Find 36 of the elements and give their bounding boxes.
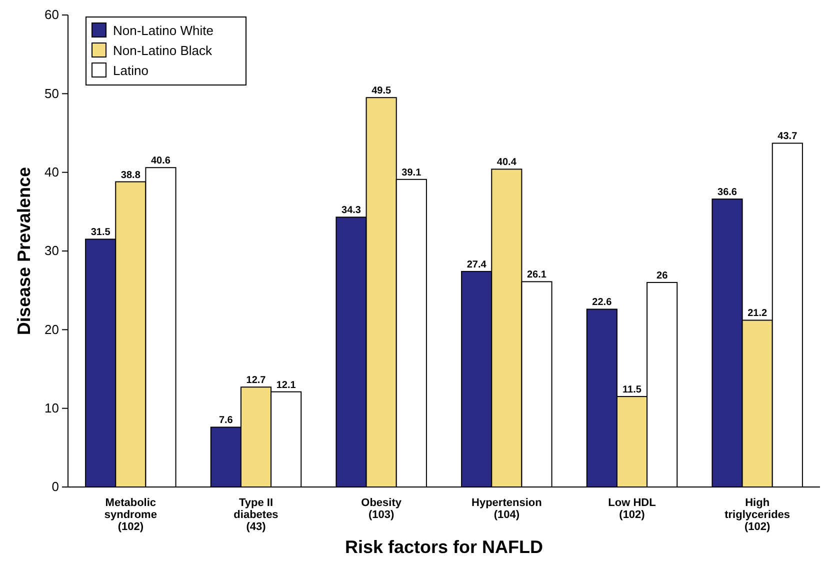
x-tick-label: High triglycerides (102) [724, 497, 790, 533]
data-label: 12.7 [246, 375, 266, 386]
data-label: 49.5 [372, 86, 392, 97]
data-label: 12.1 [276, 380, 296, 391]
data-label: 36.6 [718, 187, 738, 198]
y-tick-label: 40 [44, 164, 59, 180]
x-tick-label: Low HDL (102) [608, 497, 656, 521]
data-label: 43.7 [778, 131, 798, 142]
data-label: 26 [656, 270, 668, 282]
y-tick-label: 50 [44, 86, 59, 101]
legend-label: Non-Latino Black [113, 43, 212, 58]
data-label: 40.4 [496, 157, 517, 168]
legend-label: Non-Latino White [113, 23, 214, 38]
x-tick-label: Metabolic syndrome (102) [104, 497, 157, 533]
data-label: 11.5 [622, 384, 642, 396]
data-label: 7.6 [218, 415, 234, 426]
data-label: 21.2 [748, 308, 768, 320]
data-label: 26.1 [527, 270, 547, 281]
data-label: 22.6 [592, 297, 612, 308]
x-tick-label: Obesity (103) [361, 497, 402, 521]
y-tick-label: 10 [44, 400, 59, 416]
y-tick-label: 20 [44, 322, 59, 337]
data-label: 39.1 [402, 167, 422, 178]
y-axis-title: Disease Prevalence [14, 166, 34, 336]
data-label: 27.4 [466, 259, 487, 270]
data-label: 40.6 [151, 156, 171, 167]
x-axis-title: Risk factors for NAFLD [344, 537, 544, 557]
data-label: 34.3 [342, 205, 362, 216]
data-label: 38.8 [120, 170, 141, 181]
y-tick-label: 30 [44, 243, 59, 258]
legend-label: Latino [113, 63, 148, 78]
data-label: 31.5 [90, 227, 111, 238]
y-tick-label: 60 [44, 7, 59, 22]
x-tick-label: Type II diabetes (43) [234, 497, 278, 533]
x-tick-label: Hypertension (104) [472, 497, 542, 521]
y-tick-label: 0 [52, 479, 59, 494]
